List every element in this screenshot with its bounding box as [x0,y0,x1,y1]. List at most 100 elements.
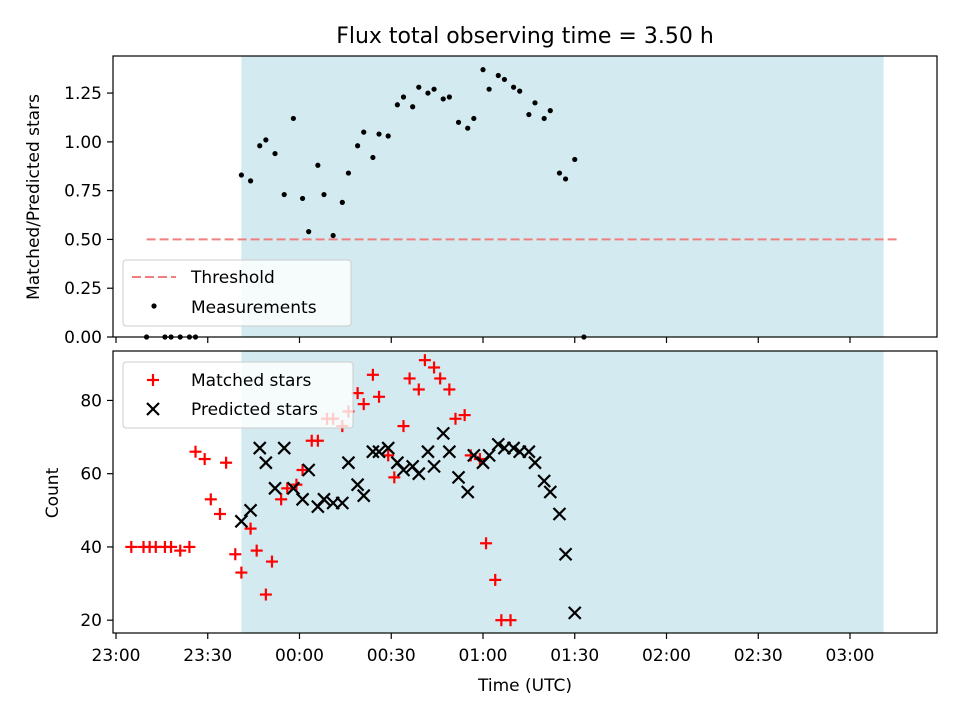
bottom-panel: 20 40 60 80 23:00 23:30 00:00 00:30 01:00 01:30 0… [43,350,938,696]
bottom-x-ticks: 23:00 23:30 00:00 00:30 01:00 01:30 02:00 02:30… [92,633,875,666]
matched-point-30 [357,398,370,411]
matched-point-36 [403,372,416,385]
top-y-axis-label: Matched/Predicted stars [24,94,44,300]
bottom-legend-box [122,361,354,429]
measurement-point-31 [440,96,446,102]
measurements-legend-swatch [151,303,157,309]
predicted-point-18 [381,441,395,455]
matched-point-46 [480,537,493,550]
matched-point-17 [259,588,272,601]
measurement-point-12 [290,115,296,122]
measurement-point-45 [547,108,553,114]
predicted-point-24 [427,459,441,474]
matched-point-38 [418,354,431,367]
bottom-ytick-label-0: 20 [80,611,102,631]
matched-point-43 [458,409,471,422]
predicted-point-1 [243,503,258,518]
top-y-ticks: 0.00 0.25 0.50 0.75 1.00 1.25 [64,84,113,348]
predicted-point-2 [252,441,267,455]
predicted-point-16 [366,444,380,459]
chart-title: Flux total observing time = 3.50 h [336,24,714,49]
predicted-point-3 [259,455,273,470]
measurement-point-33 [455,119,462,125]
predicted-point-22 [411,466,426,481]
measurement-point-21 [361,129,367,135]
matched-point-29 [351,387,364,400]
top-ytick-label-3: 0.75 [64,182,102,202]
bottom-y-ticks: 20 40 60 80 [80,391,113,631]
predicted-point-5 [277,441,291,455]
measurement-point-39 [501,76,508,83]
predicted-point-27 [451,470,466,485]
predicted-point-7 [295,492,310,507]
measurement-point-7 [247,178,254,184]
matched-point-5 [165,540,178,553]
top-ytick-label-0: 0.00 [64,328,102,348]
measurement-point-40 [510,84,517,90]
measurement-point-38 [495,72,501,79]
measurement-point-26 [400,94,407,100]
measurement-point-37 [486,86,492,92]
measurement-point-32 [446,94,452,100]
matched-stars-points [125,354,517,627]
matched-point-41 [443,383,456,396]
measurement-point-25 [394,102,400,108]
measurement-point-9 [263,137,269,143]
measurement-point-30 [431,86,437,92]
predicted-point-13 [341,455,356,470]
xtick-label-7: 02:30 [734,646,783,666]
xtick-label-6: 02:00 [642,646,691,666]
predicted-point-0 [234,514,249,529]
measurement-point-8 [257,143,263,149]
top-legend-box [122,259,352,327]
predicted-point-12 [335,496,350,510]
matched-point-19 [275,493,288,506]
measurement-point-18 [339,199,345,205]
matched-point-0 [125,540,138,553]
measurements-points [143,67,587,340]
measurement-point-28 [416,84,422,90]
xtick-label-0: 23:00 [92,646,141,666]
matched-legend-swatch [147,374,159,386]
xtick-label-8: 03:00 [826,646,875,666]
matched-legend-label: Matched stars [191,371,311,391]
measurement-point-34 [465,125,471,131]
predicted-point-14 [350,477,365,492]
measurement-point-43 [532,100,538,106]
predicted-point-29 [467,448,481,463]
bottom-ytick-label-1: 40 [80,538,102,558]
bottom-axes-frame [112,350,938,634]
xtick-label-1: 23:30 [183,646,232,666]
predicted-point-39 [543,485,558,499]
matched-point-24 [311,434,324,447]
xtick-label-3: 00:30 [367,646,416,666]
measurement-point-35 [471,115,477,122]
matched-point-39 [428,361,441,374]
top-ytick-label-4: 1.00 [64,133,102,153]
matched-point-47 [489,573,502,586]
matched-point-14 [235,566,248,579]
matched-point-11 [213,507,226,520]
top-panel: 0.00 0.25 0.50 0.75 1.00 1.25 Flux total obse… [24,24,938,348]
measurement-point-15 [315,162,321,168]
xtick-label-4: 01:00 [459,646,508,666]
bottom-ytick-label-3: 80 [80,391,102,411]
bottom-legend: Matched stars Predicted stars [122,361,354,429]
bottom-y-axis-label: Count [43,467,63,518]
matched-point-20 [281,482,294,495]
predicted-point-34 [506,441,521,455]
top-legend: Threshold Measurements [122,259,352,327]
matched-point-12 [220,456,233,469]
predicted-point-8 [301,463,316,477]
predicted-point-37 [528,455,542,470]
predicted-point-15 [356,488,371,503]
predicted-point-10 [317,492,331,507]
measurement-point-46 [556,170,563,176]
predicted-point-42 [567,606,582,620]
xtick-label-2: 00:00 [275,646,324,666]
matched-point-49 [504,614,517,627]
measurement-point-22 [370,154,376,161]
matched-point-10 [204,493,217,506]
predicted-legend-swatch [146,402,160,416]
predicted-point-26 [442,444,457,459]
